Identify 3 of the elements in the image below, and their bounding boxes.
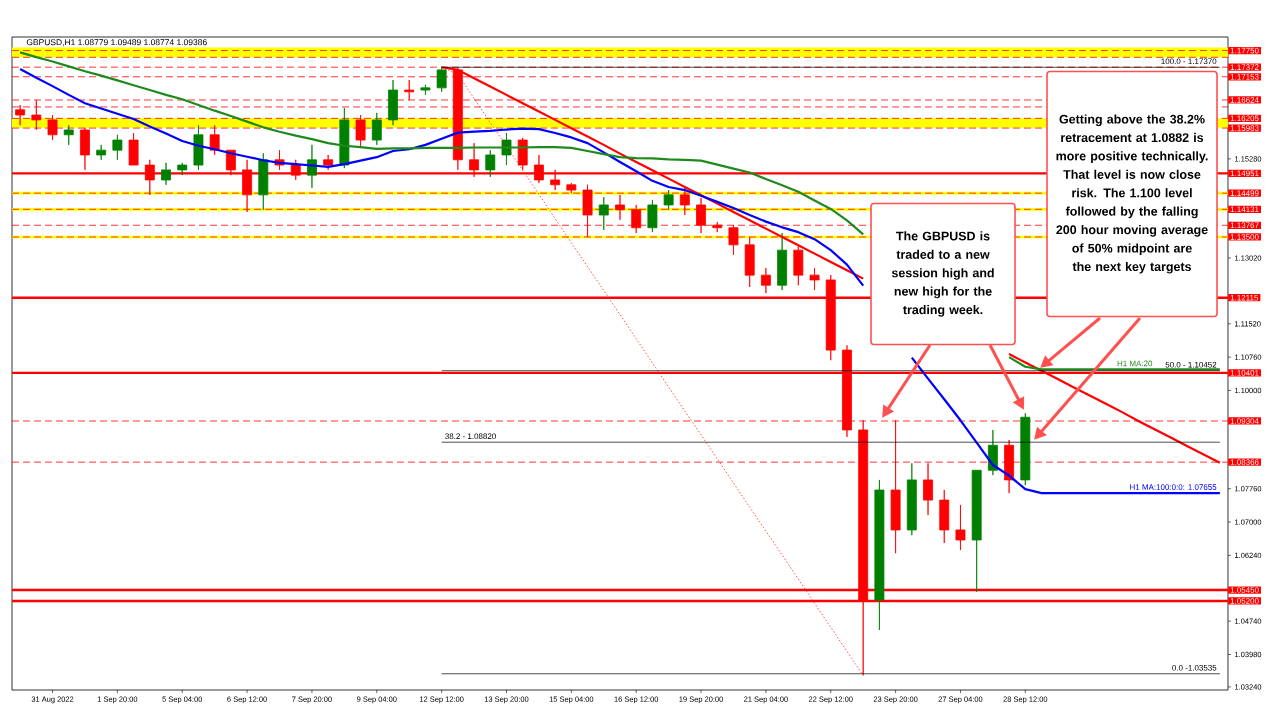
chart-title: GBPUSD,H1 1.08779 1.09489 1.08774 1.09386	[26, 39, 207, 47]
annotation: The GBPUSD is traded to a new session high and new high for the trading week.	[891, 231, 994, 317]
text: Getting above the 38.2% retracement at 1.0882 is more positive technically. That level is now close risk. The 1.100 level followed by the falling 200 hour moving average of 50% midpoint are the next key targets	[1056, 114, 1208, 274]
